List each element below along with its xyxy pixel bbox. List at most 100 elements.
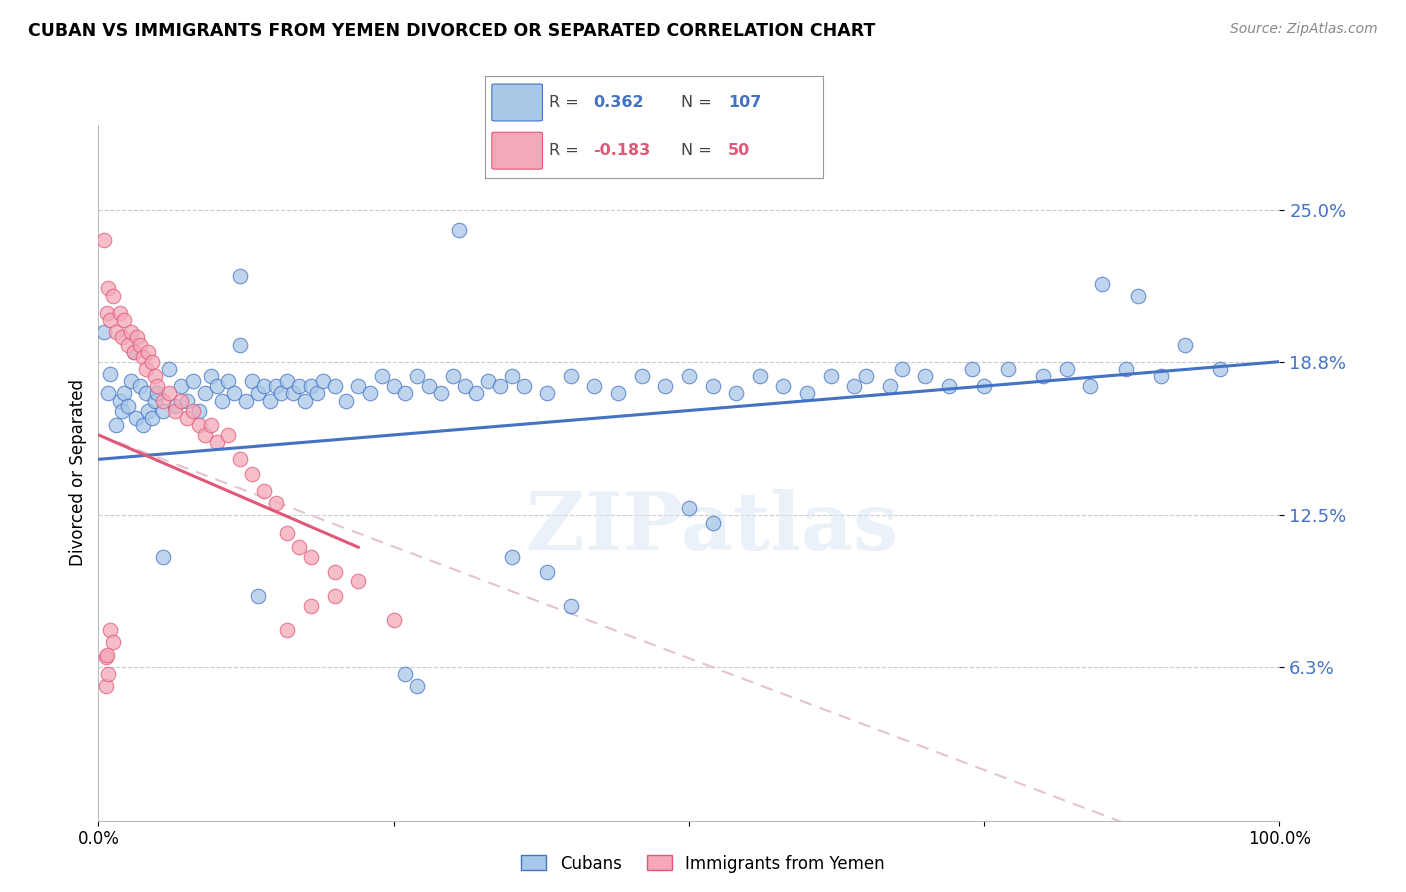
- Point: [1080, 379, 1102, 393]
- Point: [630, 369, 652, 384]
- Point: [157, 386, 180, 401]
- Point: [128, 379, 150, 393]
- Point: [94, 650, 117, 665]
- Point: [240, 374, 263, 388]
- Point: [246, 589, 269, 603]
- Point: [181, 374, 204, 388]
- Point: [1150, 369, 1173, 384]
- Point: [394, 667, 416, 681]
- Point: [246, 386, 269, 401]
- Point: [796, 386, 818, 401]
- Point: [132, 418, 155, 433]
- Point: [205, 379, 228, 393]
- Point: [382, 379, 405, 393]
- Point: [121, 374, 143, 388]
- Point: [170, 379, 193, 393]
- Point: [235, 393, 257, 408]
- Point: [194, 428, 217, 442]
- Point: [125, 410, 148, 425]
- Point: [305, 386, 328, 401]
- Point: [176, 410, 198, 425]
- Point: [176, 393, 198, 408]
- Point: [117, 337, 139, 351]
- Point: [112, 386, 135, 401]
- Point: [253, 379, 276, 393]
- Point: [93, 233, 115, 247]
- Point: [702, 516, 724, 530]
- Point: [105, 326, 128, 340]
- Point: [536, 565, 558, 579]
- Point: [152, 549, 174, 564]
- Point: [276, 374, 298, 388]
- Point: [217, 428, 239, 442]
- Text: 0.362: 0.362: [593, 95, 644, 110]
- Point: [288, 379, 311, 393]
- Point: [299, 599, 322, 613]
- Y-axis label: Divorced or Separated: Divorced or Separated: [69, 379, 87, 566]
- Text: N =: N =: [681, 95, 711, 110]
- Point: [465, 386, 488, 401]
- Text: ZIPatlas: ZIPatlas: [526, 490, 898, 567]
- Point: [98, 624, 121, 638]
- Point: [146, 379, 169, 393]
- Legend: Cubans, Immigrants from Yemen: Cubans, Immigrants from Yemen: [515, 848, 891, 880]
- Point: [96, 306, 118, 320]
- Point: [240, 467, 263, 481]
- Point: [1209, 362, 1232, 376]
- Point: [259, 393, 281, 408]
- Point: [501, 369, 523, 384]
- Point: [512, 379, 534, 393]
- Point: [938, 379, 960, 393]
- Point: [820, 369, 842, 384]
- Point: [111, 330, 134, 344]
- Point: [702, 379, 724, 393]
- Point: [97, 281, 120, 295]
- Point: [394, 386, 416, 401]
- Point: [157, 362, 180, 376]
- Point: [108, 306, 131, 320]
- Text: R =: R =: [550, 144, 579, 158]
- Point: [406, 369, 429, 384]
- Point: [772, 379, 794, 393]
- Point: [1091, 277, 1114, 291]
- Text: CUBAN VS IMMIGRANTS FROM YEMEN DIVORCED OR SEPARATED CORRELATION CHART: CUBAN VS IMMIGRANTS FROM YEMEN DIVORCED …: [28, 22, 876, 40]
- Point: [1126, 289, 1149, 303]
- Point: [200, 369, 222, 384]
- Point: [270, 386, 292, 401]
- Point: [371, 369, 394, 384]
- Point: [359, 386, 381, 401]
- Point: [96, 648, 118, 662]
- Point: [217, 374, 239, 388]
- Point: [205, 435, 228, 450]
- Point: [607, 386, 630, 401]
- Point: [323, 589, 346, 603]
- Point: [560, 369, 582, 384]
- Point: [211, 393, 233, 408]
- Point: [170, 393, 193, 408]
- Point: [1115, 362, 1137, 376]
- Point: [453, 379, 475, 393]
- Point: [101, 635, 124, 649]
- Point: [441, 369, 464, 384]
- Point: [844, 379, 866, 393]
- Point: [165, 403, 187, 417]
- Point: [108, 393, 131, 408]
- Point: [194, 386, 217, 401]
- Point: [294, 393, 316, 408]
- Point: [276, 624, 298, 638]
- Point: [135, 386, 157, 401]
- Point: [135, 362, 157, 376]
- Point: [489, 379, 512, 393]
- Text: R =: R =: [550, 95, 579, 110]
- Point: [323, 565, 346, 579]
- Text: -0.183: -0.183: [593, 144, 651, 158]
- Point: [890, 362, 912, 376]
- Point: [335, 393, 357, 408]
- Point: [1174, 337, 1197, 351]
- Point: [347, 379, 370, 393]
- Point: [418, 379, 440, 393]
- Point: [583, 379, 606, 393]
- Point: [264, 496, 287, 510]
- Point: [477, 374, 499, 388]
- Point: [224, 386, 246, 401]
